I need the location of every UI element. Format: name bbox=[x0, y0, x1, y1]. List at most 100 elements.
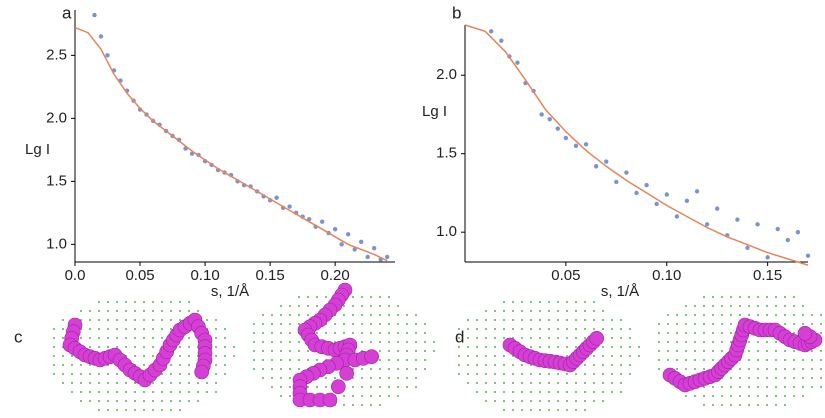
grid-dot bbox=[620, 364, 622, 366]
grid-dot bbox=[152, 355, 154, 357]
grid-dot bbox=[280, 332, 282, 334]
grid-dot bbox=[98, 409, 100, 411]
grid-dot bbox=[89, 382, 91, 384]
grid-dot bbox=[485, 328, 487, 330]
grid-dot bbox=[667, 350, 669, 352]
grid-dot bbox=[188, 400, 190, 402]
grid-dot bbox=[89, 337, 91, 339]
grid-dot bbox=[802, 368, 804, 370]
data-point bbox=[555, 126, 561, 131]
grid-dot bbox=[379, 332, 381, 334]
grid-dot bbox=[694, 332, 696, 334]
grid-dot bbox=[289, 368, 291, 370]
grid-dot bbox=[757, 377, 759, 379]
grid-dot bbox=[134, 355, 136, 357]
grid-dot bbox=[343, 404, 345, 406]
grid-dot bbox=[811, 359, 813, 361]
grid-dot bbox=[98, 400, 100, 402]
grid-dot bbox=[80, 382, 82, 384]
data-point bbox=[805, 253, 811, 258]
grid-dot bbox=[116, 310, 118, 312]
grid-dot bbox=[721, 404, 723, 406]
grid-dot bbox=[802, 305, 804, 307]
grid-dot bbox=[476, 391, 478, 393]
grid-dot bbox=[379, 404, 381, 406]
grid-dot bbox=[370, 305, 372, 307]
grid-dot bbox=[584, 310, 586, 312]
grid-dot bbox=[188, 346, 190, 348]
data-point bbox=[593, 164, 599, 169]
grid-dot bbox=[107, 346, 109, 348]
grid-dot bbox=[352, 314, 354, 316]
grid-dot bbox=[370, 377, 372, 379]
grid-dot bbox=[397, 332, 399, 334]
grid-dot bbox=[539, 409, 541, 411]
grid-dot bbox=[80, 337, 82, 339]
grid-dot bbox=[170, 382, 172, 384]
grid-dot bbox=[224, 328, 226, 330]
grid-dot bbox=[703, 314, 705, 316]
grid-dot bbox=[134, 346, 136, 348]
data-point bbox=[274, 195, 279, 200]
grid-dot bbox=[289, 359, 291, 361]
grid-dot bbox=[71, 364, 73, 366]
grid-dot bbox=[152, 346, 154, 348]
grid-dot bbox=[775, 341, 777, 343]
grid-dot bbox=[712, 359, 714, 361]
bead bbox=[589, 331, 604, 346]
grid-dot bbox=[566, 310, 568, 312]
grid-dot bbox=[397, 395, 399, 397]
grid-dot bbox=[233, 355, 235, 357]
grid-dot bbox=[694, 395, 696, 397]
grid-dot bbox=[775, 305, 777, 307]
grid-dot bbox=[703, 386, 705, 388]
grid-dot bbox=[566, 391, 568, 393]
grid-dot bbox=[676, 341, 678, 343]
grid-dot bbox=[530, 400, 532, 402]
data-point bbox=[384, 254, 390, 260]
grid-dot bbox=[188, 337, 190, 339]
grid-dot bbox=[584, 328, 586, 330]
grid-dot bbox=[289, 395, 291, 397]
grid-dot bbox=[298, 314, 300, 316]
grid-dot bbox=[793, 305, 795, 307]
panel-label: a bbox=[62, 3, 72, 22]
grid-dot bbox=[703, 404, 705, 406]
grid-dot bbox=[658, 368, 660, 370]
grid-dot bbox=[152, 328, 154, 330]
grid-dot bbox=[424, 359, 426, 361]
grid-dot bbox=[80, 364, 82, 366]
grid-dot bbox=[584, 373, 586, 375]
data-point bbox=[715, 206, 720, 211]
grid-dot bbox=[512, 355, 514, 357]
grid-dot bbox=[361, 296, 363, 298]
grid-dot bbox=[406, 323, 408, 325]
grid-dot bbox=[494, 364, 496, 366]
grid-dot bbox=[676, 314, 678, 316]
grid-dot bbox=[584, 409, 586, 411]
grid-dot bbox=[703, 296, 705, 298]
grid-dot bbox=[802, 386, 804, 388]
grid-dot bbox=[712, 296, 714, 298]
grid-dot bbox=[712, 350, 714, 352]
grid-dot bbox=[703, 341, 705, 343]
grid-dot bbox=[467, 355, 469, 357]
data-point bbox=[105, 53, 110, 58]
grid-dot bbox=[262, 332, 264, 334]
y-tick-label: 2.0 bbox=[436, 66, 457, 83]
grid-dot bbox=[458, 337, 460, 339]
grid-dot bbox=[89, 373, 91, 375]
grid-dot bbox=[134, 319, 136, 321]
grid-dot bbox=[280, 323, 282, 325]
grid-dot bbox=[152, 337, 154, 339]
grid-dot bbox=[775, 386, 777, 388]
grid-dot bbox=[784, 314, 786, 316]
grid-dot bbox=[766, 395, 768, 397]
grid-dot bbox=[676, 332, 678, 334]
grid-dot bbox=[388, 350, 390, 352]
grid-dot bbox=[325, 386, 327, 388]
data-point bbox=[735, 217, 740, 222]
grid-dot bbox=[80, 400, 82, 402]
grid-dot bbox=[271, 368, 273, 370]
grid-dot bbox=[262, 350, 264, 352]
